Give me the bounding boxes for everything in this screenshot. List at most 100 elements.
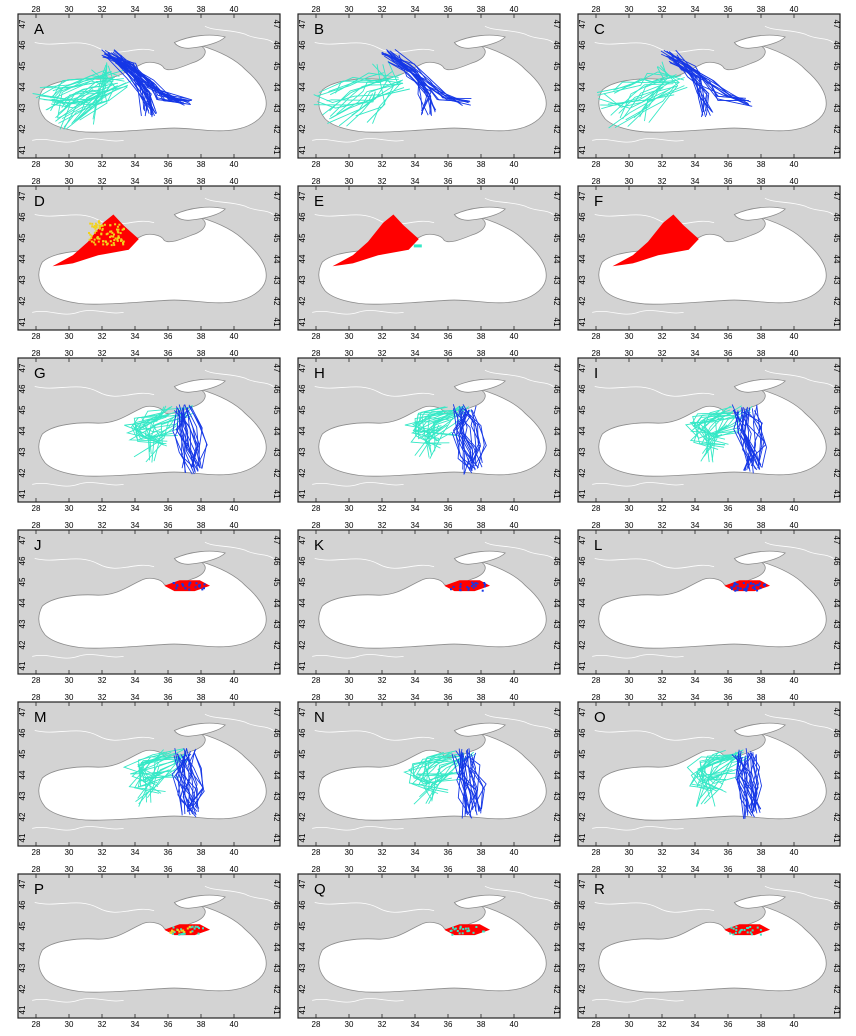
blue-track: [186, 407, 199, 465]
lon-label-top: 30: [65, 521, 74, 530]
accent-cell: [751, 929, 754, 932]
lat-label-left: 43: [18, 619, 27, 628]
lat-label-right: 42: [552, 985, 561, 994]
lon-label-bottom: 38: [757, 332, 766, 341]
cyan-track: [141, 412, 162, 440]
blue-track: [190, 749, 196, 807]
lon-label-top: 28: [32, 177, 41, 186]
lon-label-top: 38: [757, 521, 766, 530]
lat-label-left: 46: [298, 728, 307, 737]
accent-cell: [476, 582, 479, 585]
coastline-detail: [594, 558, 715, 569]
black-sea: [38, 216, 267, 305]
coastline-detail: [204, 713, 274, 731]
sea-of-azov: [733, 34, 786, 49]
map-panel-m: 28 30 32 34 36 38 40 28 30 32 34 36 38 40 41 41 42 42 43 43…: [17, 693, 281, 857]
lat-label-left: 41: [18, 489, 27, 498]
cyan-track: [38, 93, 108, 103]
lat-label-left: 45: [578, 749, 587, 758]
lon-label-top: 36: [724, 5, 733, 14]
lon-label-top: 38: [197, 865, 206, 874]
black-sea: [38, 904, 267, 993]
lon-label-top: 30: [65, 349, 74, 358]
lat-label-left: 44: [18, 254, 27, 263]
lon-label-top: 34: [411, 177, 420, 186]
lat-label-right: 42: [272, 813, 281, 822]
lon-label-top: 32: [658, 349, 667, 358]
accent-cell: [743, 929, 746, 931]
lat-label-right: 44: [832, 427, 841, 436]
cyan-track: [703, 415, 735, 457]
lon-label-top: 36: [164, 693, 173, 702]
accent-cell: [730, 926, 733, 929]
lat-label-left: 44: [298, 254, 307, 263]
lat-label-right: 43: [272, 104, 281, 113]
yellow-cell: [95, 226, 98, 229]
lat-label-right: 42: [272, 985, 281, 994]
lat-label-right: 46: [832, 385, 841, 394]
lat-label-right: 47: [552, 708, 561, 717]
accent-cell: [745, 589, 748, 592]
lon-label-top: 40: [510, 349, 519, 358]
lat-label-left: 45: [578, 921, 587, 930]
lon-label-bottom: 30: [625, 504, 634, 513]
lat-label-left: 44: [298, 426, 307, 435]
blue-track: [453, 408, 473, 470]
lon-label-top: 34: [691, 5, 700, 14]
accent-cell: [184, 587, 187, 590]
yellow-cell: [89, 222, 92, 225]
lon-label-bottom: 38: [477, 332, 486, 341]
coastline-detail: [34, 558, 155, 569]
cyan-track: [425, 417, 449, 447]
lat-label-left: 43: [298, 103, 307, 112]
coastline-detail: [764, 25, 834, 43]
panel-letter: E: [314, 193, 324, 210]
lon-label-top: 36: [164, 521, 173, 530]
lat-label-left: 43: [18, 963, 27, 972]
yellow-cell: [122, 240, 125, 243]
cyan-track: [613, 79, 677, 91]
lon-label-bottom: 34: [691, 1020, 700, 1029]
lon-label-bottom: 40: [510, 1020, 519, 1029]
lat-label-right: 44: [552, 255, 561, 264]
lat-label-left: 41: [578, 661, 587, 670]
yellow-cell: [186, 927, 189, 930]
black-sea: [318, 560, 547, 649]
lat-label-right: 47: [832, 708, 841, 717]
lat-label-right: 41: [552, 662, 561, 671]
map-panel-g: 28 30 32 34 36 38 40 28 30 32 34 36 38 40 41 41 42 42 43 43…: [17, 349, 281, 513]
lat-label-right: 45: [272, 922, 281, 931]
yellow-cell: [92, 241, 95, 244]
lon-label-top: 40: [790, 177, 799, 186]
blue-track: [675, 49, 749, 101]
lat-label-left: 44: [298, 82, 307, 91]
blue-track: [454, 755, 472, 810]
accent-cell: [198, 927, 200, 930]
lat-label-left: 45: [578, 405, 587, 414]
lat-label-left: 46: [578, 556, 587, 565]
sea-of-azov: [453, 206, 506, 221]
black-sea: [318, 904, 547, 993]
accent-cell: [753, 586, 756, 588]
lon-label-bottom: 28: [32, 676, 41, 685]
coastline-detail: [592, 826, 684, 831]
lon-label-bottom: 30: [345, 332, 354, 341]
map-panel-k: 28 30 32 34 36 38 40 28 30 32 34 36 38 40 41 41 42 42 43 43…: [297, 521, 561, 685]
sea-of-azov: [173, 722, 226, 737]
blue-track: [181, 411, 200, 465]
cyan-track: [148, 405, 193, 455]
blue-track: [461, 752, 468, 819]
accent-cell: [745, 588, 748, 591]
accent-cell: [202, 927, 204, 930]
lat-label-left: 41: [18, 661, 27, 670]
lat-label-right: 47: [552, 192, 561, 201]
accent-cell: [203, 583, 206, 586]
yellow-cell: [113, 233, 115, 236]
lat-label-right: 46: [552, 385, 561, 394]
lon-label-bottom: 30: [345, 676, 354, 685]
accent-cell: [472, 931, 475, 934]
lat-label-left: 47: [578, 707, 587, 716]
lon-label-bottom: 32: [98, 676, 107, 685]
lon-label-bottom: 34: [131, 160, 140, 169]
lon-label-bottom: 30: [345, 160, 354, 169]
